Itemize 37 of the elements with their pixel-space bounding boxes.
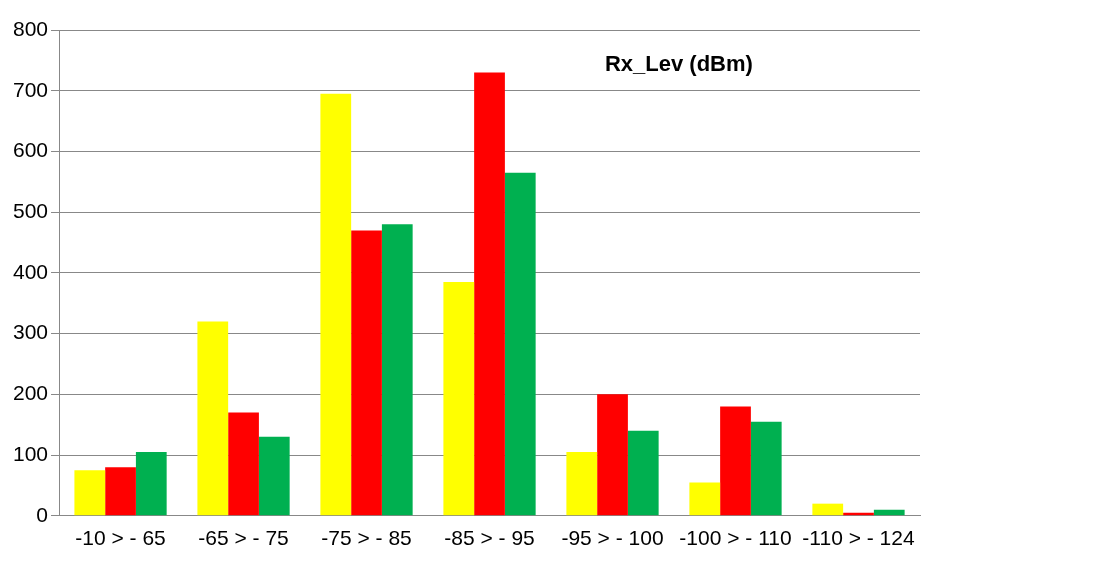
bar [873,509,905,516]
x-tick-label: -100 > - 110 [679,526,792,550]
bar [351,230,382,516]
bar [566,452,598,516]
y-tick-label: 400 [12,259,49,283]
y-tick-label: 800 [12,16,49,40]
bar [474,72,505,516]
y-tick-label: 300 [12,320,49,344]
bar [597,394,628,516]
bar [720,406,751,516]
bar [381,224,413,516]
x-tick-label: -10 > - 65 [75,526,166,550]
bar [74,470,106,516]
x-tick-label: -85 > - 95 [444,526,535,550]
bar [105,467,136,516]
bar [812,503,844,516]
bar [750,421,782,516]
y-tick-label: 700 [12,77,49,101]
y-tick-label: 500 [12,198,49,222]
bar [258,436,290,516]
bar [228,412,259,516]
x-tick-label: -65 > - 75 [198,526,289,550]
bar [443,282,475,516]
bar [135,452,167,516]
y-tick-label: 100 [12,441,49,465]
text: Rx_Lev (dBm) [604,51,753,77]
bar [320,93,352,516]
y-tick-label: 0 [36,502,49,526]
bar [627,430,659,516]
x-tick-label: -95 > - 100 [561,526,664,550]
bar [504,172,536,516]
bar [197,321,229,516]
x-tick-label: -110 > - 124 [802,526,915,550]
bar [689,482,721,516]
y-tick-label: 200 [12,381,49,405]
y-tick-label: 600 [12,138,49,162]
x-tick-label: -75 > - 85 [321,526,412,550]
